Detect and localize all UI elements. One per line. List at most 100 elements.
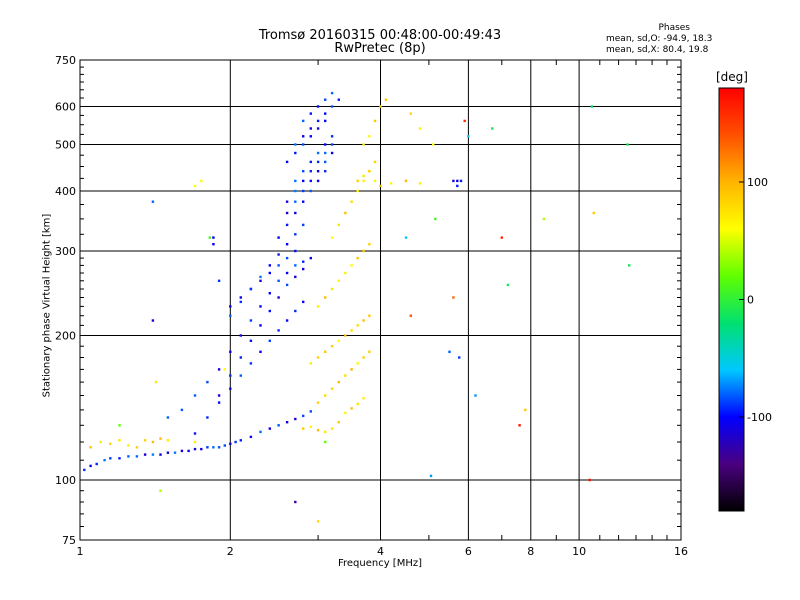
data-point: [239, 356, 242, 359]
data-point: [324, 151, 327, 155]
data-point: [229, 387, 232, 390]
data-point: [206, 446, 209, 449]
data-point: [518, 424, 521, 427]
data-point: [409, 314, 412, 317]
data-point: [127, 455, 130, 458]
data-point: [294, 275, 297, 279]
data-point: [362, 319, 365, 322]
y-tick-label: 400: [55, 185, 76, 198]
data-point: [368, 314, 371, 317]
data-point: [337, 98, 340, 101]
data-point: [302, 135, 305, 138]
data-point: [223, 444, 226, 447]
data-point: [285, 200, 289, 203]
data-point: [373, 119, 377, 123]
data-point: [362, 249, 365, 253]
data-point: [330, 387, 334, 390]
data-point: [500, 236, 503, 239]
data-point: [229, 314, 232, 317]
data-point: [368, 135, 371, 138]
data-point: [316, 179, 320, 183]
data-point: [103, 459, 106, 462]
data-point: [316, 160, 320, 164]
data-point: [223, 368, 226, 371]
data-point: [379, 105, 382, 108]
data-point: [356, 362, 359, 365]
data-point: [89, 446, 92, 449]
chart-subtitle: RwPretec (8p): [334, 41, 426, 56]
data-point: [448, 350, 451, 353]
data-point: [200, 179, 203, 183]
data-point: [356, 189, 359, 193]
data-point: [309, 425, 312, 429]
data-point: [151, 453, 155, 456]
data-point: [362, 174, 365, 178]
data-point: [259, 430, 262, 434]
data-point: [268, 292, 271, 295]
data-point: [180, 449, 184, 453]
data-point: [337, 339, 340, 342]
data-point: [316, 356, 320, 359]
data-point: [337, 223, 340, 227]
data-point: [330, 236, 334, 239]
data-point: [389, 182, 393, 185]
data-point: [302, 189, 305, 193]
data-point: [212, 236, 215, 239]
data-point: [302, 179, 305, 183]
data-point: [452, 296, 455, 299]
data-point: [285, 243, 289, 246]
x-tick-labels: 1 2 4 6 8 10 16: [77, 545, 689, 558]
data-point: [316, 127, 320, 130]
data-point: [432, 143, 435, 146]
x-tick-label: 8: [527, 545, 534, 558]
data-point: [217, 446, 221, 449]
data-point: [109, 457, 112, 460]
data-point: [173, 451, 177, 454]
data-point: [259, 275, 262, 279]
data-point: [285, 256, 289, 260]
data-point: [350, 329, 353, 332]
data-point: [324, 98, 327, 101]
data-point: [344, 211, 347, 215]
data-point: [259, 279, 262, 282]
data-point: [239, 334, 242, 337]
data-point: [229, 350, 232, 353]
data-point: [316, 401, 320, 404]
data-point: [302, 427, 305, 430]
data-point: [456, 184, 459, 188]
data-point: [491, 127, 494, 130]
chart-title: Tromsø 20160315 00:48:00-00:49:43: [258, 28, 502, 43]
data-point: [404, 179, 408, 183]
data-point: [316, 429, 320, 432]
data-point: [99, 440, 102, 444]
data-point: [309, 256, 312, 260]
data-point: [249, 319, 253, 322]
colorbar-tick-label: 0: [747, 294, 754, 307]
data-point: [418, 182, 422, 185]
data-point: [217, 279, 221, 282]
x-tick-label: 1: [77, 545, 84, 558]
data-point: [362, 397, 365, 400]
data-point: [590, 105, 593, 108]
data-point: [151, 440, 155, 444]
data-point: [206, 380, 209, 384]
data-point: [285, 319, 289, 322]
data-point: [337, 421, 340, 424]
data-point: [249, 339, 253, 342]
data-point: [309, 179, 312, 183]
y-tick-label: 100: [55, 474, 76, 487]
data-point: [143, 453, 147, 456]
data-point: [302, 143, 305, 146]
data-point: [302, 300, 305, 304]
data-point: [316, 105, 320, 108]
data-point: [200, 447, 203, 451]
data-point: [285, 223, 289, 227]
data-point: [324, 170, 327, 173]
data-point: [456, 179, 459, 183]
data-point: [294, 143, 297, 146]
data-points: [83, 91, 631, 523]
data-point: [268, 339, 271, 342]
x-tick-label: 2: [227, 545, 234, 558]
data-point: [193, 447, 197, 451]
